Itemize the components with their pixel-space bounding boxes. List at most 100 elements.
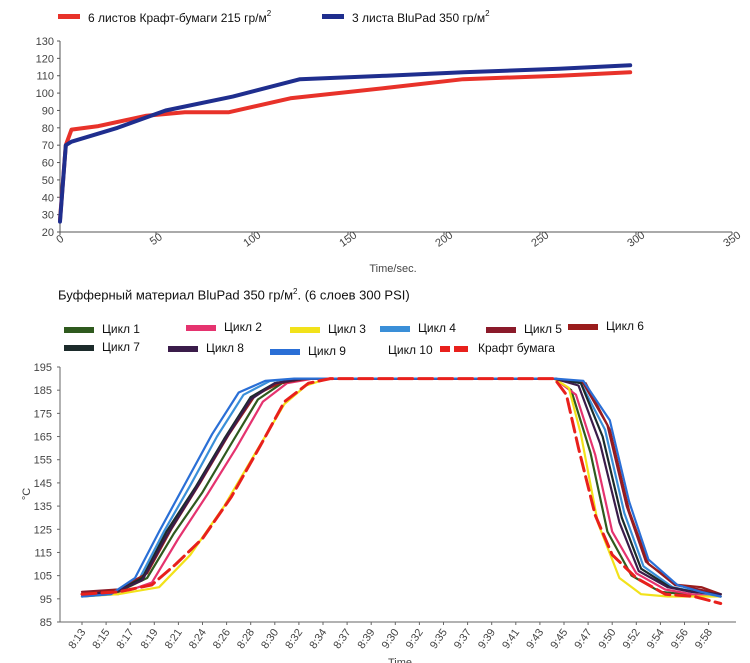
- x-tick-label: 0: [54, 233, 66, 246]
- legend-item-7: Цикл 7: [64, 340, 140, 354]
- series-line-11: [80, 377, 723, 605]
- y-tick-label: 120: [36, 53, 54, 65]
- legend-item-9: Цикл 9: [270, 344, 346, 358]
- series-line-5: [80, 377, 722, 596]
- y-tick-label: 105: [34, 571, 52, 583]
- y-tick-label: 175: [34, 408, 52, 420]
- y-tick-label: 50: [42, 175, 54, 187]
- y-tick-label: 60: [42, 158, 54, 170]
- x-tick-label: 9:37: [452, 627, 474, 651]
- y-tick-label: 195: [34, 362, 52, 374]
- legend-label-10: Цикл 10: [388, 343, 433, 357]
- x-tick-label: 9:47: [572, 627, 594, 651]
- series-line-6: [80, 377, 722, 596]
- legend-label-8: Цикл 8: [206, 341, 244, 355]
- y-tick-label: 155: [34, 455, 52, 467]
- legend-label-1: 6 листов Крафт-бумаги 215 гр/м2: [88, 9, 272, 25]
- legend-item-11: Крафт бумага: [440, 341, 555, 355]
- x-tick-label: 9:39: [476, 627, 498, 651]
- chart2-title-sup: 2: [293, 287, 298, 296]
- y-tick-label: 20: [42, 227, 54, 239]
- x-tick-label: 8:28: [235, 627, 257, 651]
- x-tick-label: 8:39: [356, 627, 378, 651]
- x-tick-label: 8:34: [307, 627, 329, 651]
- legend-label-4: Цикл 4: [418, 321, 456, 335]
- legend-label-5: Цикл 5: [524, 322, 562, 336]
- series-line-9: [80, 377, 722, 598]
- y-tick-label: 145: [34, 478, 52, 490]
- y-tick-label: 165: [34, 432, 52, 444]
- y-tick-label: 95: [40, 594, 52, 606]
- legend-swatch-9: [270, 349, 300, 355]
- x-tick-label: 9:56: [669, 627, 691, 651]
- y-tick-label: 185: [34, 385, 52, 397]
- legend-item-6: Цикл 6: [568, 319, 644, 333]
- legend-swatch-3: [290, 327, 320, 333]
- legend-label-9: Цикл 9: [308, 344, 346, 358]
- y-tick-label: 110: [36, 71, 54, 83]
- series-line-1: [80, 377, 722, 598]
- legend-item-4: Цикл 4: [380, 321, 456, 335]
- series-line-1: [58, 70, 633, 222]
- legend-swatch-2: [186, 325, 216, 331]
- legend-item-1: 6 листов Крафт-бумаги 215 гр/м2: [58, 9, 272, 25]
- legend-swatch-6: [568, 324, 598, 330]
- series-line-2: [80, 377, 722, 598]
- y-tick-label: 90: [42, 105, 54, 117]
- x-tick-label: 9:50: [597, 627, 619, 651]
- legend-swatch-2: [322, 14, 344, 19]
- x-axis-label: Time/sec.: [369, 263, 416, 275]
- series-line-4: [80, 377, 722, 598]
- x-tick-label: 9:30: [380, 627, 402, 651]
- chart2-title: Буфферный материал BluPad 350 гр/м2. (6 …: [58, 287, 410, 302]
- legend-sup-2: 2: [485, 9, 490, 18]
- x-tick-label: 8:30: [259, 627, 281, 651]
- series-line-3: [80, 377, 722, 598]
- legend-item-10: Цикл 10: [350, 343, 433, 357]
- legend-label-7: Цикл 7: [102, 340, 140, 354]
- legend-item-2: 3 листа BluPad 350 гр/м2: [322, 9, 490, 25]
- x-tick-label: 8:19: [139, 627, 161, 651]
- legend-label-2: 3 листа BluPad 350 гр/м2: [352, 9, 490, 25]
- y-tick-label: 125: [34, 524, 52, 536]
- series-line-2: [58, 63, 633, 224]
- legend-label-11: Крафт бумага: [478, 341, 555, 355]
- y-tick-label: 30: [42, 210, 54, 222]
- legend-item-3: Цикл 3: [290, 322, 366, 336]
- x-tick-label: 8:26: [211, 627, 233, 651]
- legend-swatch-1: [64, 327, 94, 333]
- y-axis-label: °C: [21, 488, 33, 500]
- y-tick-label: 130: [36, 36, 54, 48]
- x-tick-label: 8:32: [283, 627, 305, 651]
- legend-label-2: Цикл 2: [224, 320, 262, 334]
- legend-swatch-1: [58, 14, 80, 19]
- series-line-8: [80, 377, 722, 596]
- y-tick-label: 135: [34, 501, 52, 513]
- x-tick-label: 50: [148, 231, 165, 248]
- x-tick-label: 8:37: [331, 627, 353, 651]
- x-tick-label: 9:41: [500, 627, 522, 651]
- x-tick-label: 9:58: [693, 627, 715, 651]
- legend-item-8: Цикл 8: [168, 341, 244, 355]
- x-tick-label: 9:54: [645, 627, 667, 651]
- legend-item-5: Цикл 5: [486, 322, 562, 336]
- y-tick-label: 70: [42, 140, 54, 152]
- x-tick-label: 8:15: [90, 627, 112, 651]
- x-tick-label: 8:21: [163, 627, 185, 651]
- legend-sup-1: 2: [267, 9, 272, 18]
- legend-swatch-11: [440, 346, 450, 352]
- y-tick-label: 40: [42, 192, 54, 204]
- legend-label-1: Цикл 1: [102, 322, 140, 336]
- x-tick-label: 9:32: [404, 627, 426, 651]
- legend-swatch-4: [380, 326, 410, 332]
- y-tick-label: 85: [40, 617, 52, 629]
- x-tick-label: 8:24: [187, 627, 209, 651]
- x-tick-label: 8:13: [66, 627, 88, 651]
- chart2-title-suffix: . (6 слоев 300 PSI): [297, 287, 410, 303]
- legend-label-3: Цикл 3: [328, 322, 366, 336]
- series-line-7: [80, 377, 722, 596]
- legend-swatch-5: [486, 327, 516, 333]
- legend-swatch-dash: [454, 346, 468, 352]
